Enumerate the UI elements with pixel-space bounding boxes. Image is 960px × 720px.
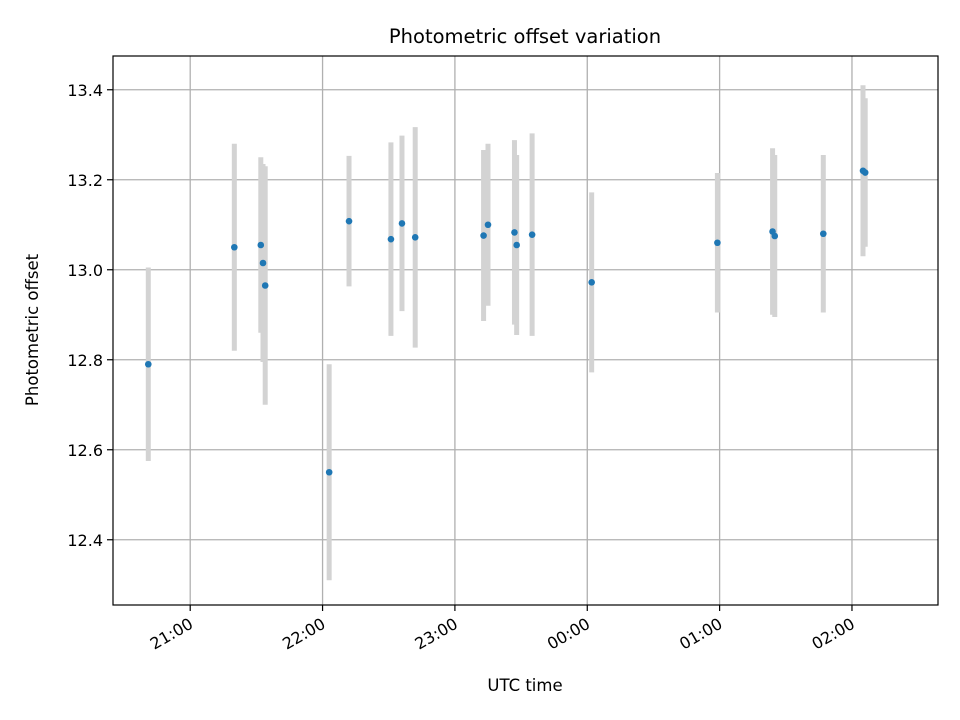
data-point: [411, 234, 419, 241]
data-point: [588, 279, 595, 286]
data-point: [144, 360, 152, 368]
data-point: [480, 232, 487, 239]
grid: [113, 56, 938, 605]
y-tick-label: 12.8: [67, 351, 103, 370]
data-point: [513, 241, 520, 249]
plot-area-background: [113, 56, 938, 605]
y-axis-ticks: 12.4 12.6 12.8 13.0 13.2 13.4: [67, 81, 113, 550]
data-point: [484, 221, 492, 229]
data-point: [387, 235, 395, 243]
data-points: [144, 167, 869, 476]
data-point: [257, 241, 265, 249]
y-axis-label: Photometric offset: [23, 253, 42, 406]
plot-frame: [112, 55, 939, 606]
data-point: [345, 217, 353, 225]
data-point: [528, 231, 536, 238]
y-tick-label: 13.2: [67, 171, 103, 190]
y-tick-label: 12.6: [67, 441, 103, 460]
data-point: [325, 468, 333, 476]
data-point: [861, 169, 869, 176]
data-point: [511, 229, 518, 236]
data-point: [261, 282, 269, 289]
data-point: [259, 259, 267, 267]
y-tick-label: 12.4: [67, 531, 103, 550]
data-point: [231, 243, 238, 251]
chart-title: Photometric offset variation: [389, 25, 661, 48]
y-tick-label: 13.4: [67, 81, 103, 100]
data-point: [771, 232, 779, 240]
y-tick-label: 13.0: [67, 261, 103, 280]
data-point: [398, 220, 406, 227]
data-point: [714, 239, 721, 247]
x-axis-label: UTC time: [487, 676, 562, 695]
data-point: [819, 230, 827, 238]
